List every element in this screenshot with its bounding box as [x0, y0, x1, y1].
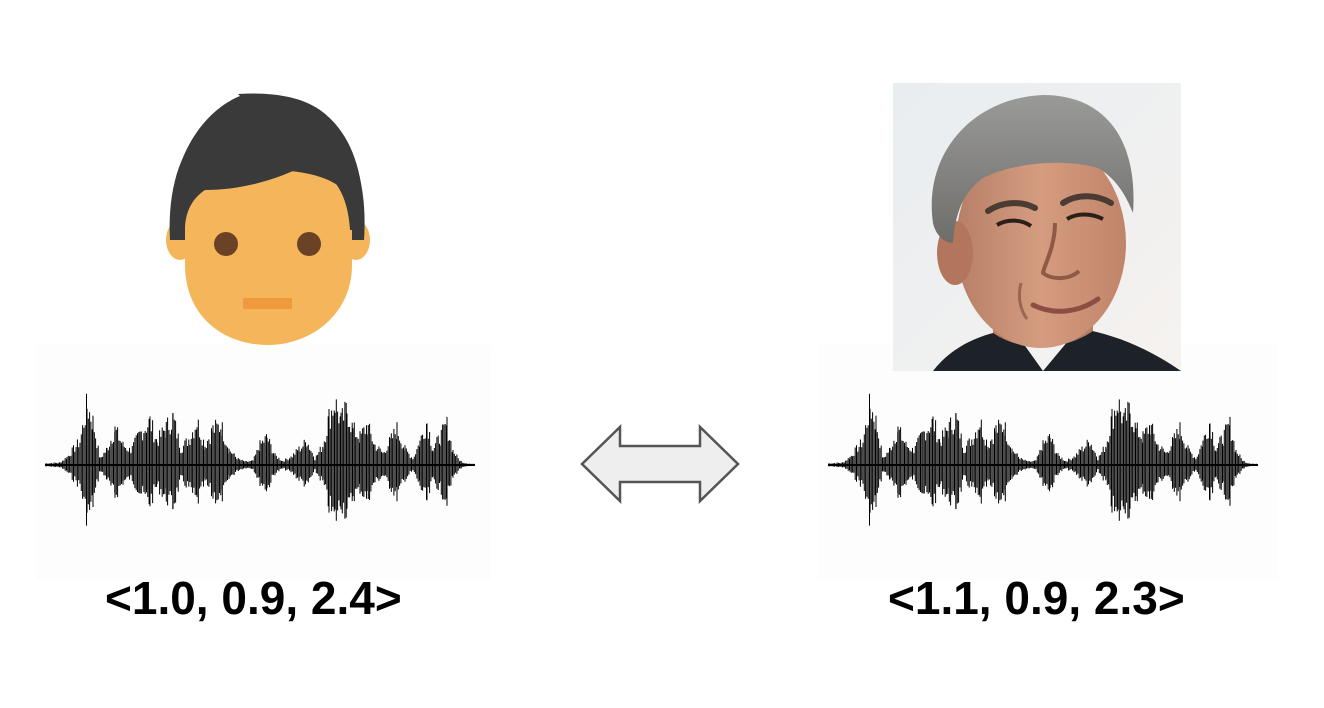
- left-audio-waveform-icon: [45, 393, 475, 526]
- cartoon-man-avatar-icon: [166, 93, 370, 345]
- double-headed-arrow-icon: [580, 424, 740, 504]
- right-embedding-label: <1.1, 0.9, 2.3>: [888, 572, 1185, 624]
- left-embedding-label: <1.0, 0.9, 2.4>: [105, 572, 402, 624]
- right-audio-waveform-icon: [828, 393, 1258, 526]
- portrait-photo-gray-haired-man: [893, 83, 1181, 371]
